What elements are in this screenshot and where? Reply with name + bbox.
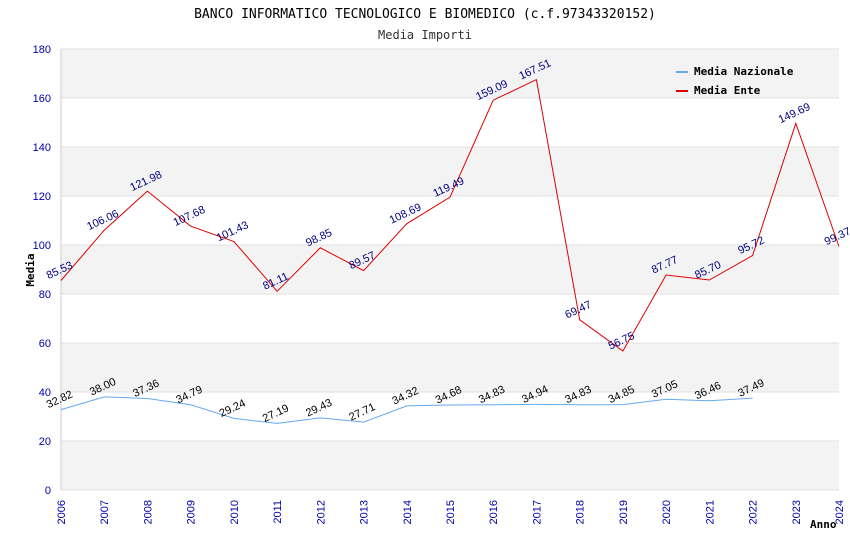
x-tick-label: 2023 (791, 500, 803, 524)
x-tick-label: 2020 (661, 500, 673, 524)
x-tick-label: 2014 (402, 500, 414, 524)
grid-band (61, 49, 839, 98)
y-tick-label: 140 (33, 142, 51, 154)
x-tick-label: 2024 (834, 500, 846, 524)
series-lines (60, 78, 840, 424)
x-axis-ticks: 2006 2007 2008 2009 2010 2011 2012 2013 2014 2015… (56, 500, 846, 524)
legend-entry: Media Ente (694, 84, 761, 97)
y-tick-label: 100 (33, 240, 51, 252)
x-tick-label: 2013 (359, 500, 371, 524)
data-label: 29.43 (304, 397, 334, 420)
data-label: 106.06 (85, 208, 121, 233)
x-tick-label: 2018 (575, 500, 587, 524)
data-label: 27.71 (347, 401, 377, 424)
x-tick-label: 2019 (618, 500, 630, 524)
x-tick-label: 2007 (99, 500, 111, 524)
x-tick-label: 2022 (748, 500, 760, 524)
data-label: 108.69 (388, 201, 424, 226)
data-label: 27.19 (261, 402, 291, 425)
y-tick-label: 180 (33, 44, 51, 56)
grid-band (61, 441, 839, 490)
y-tick-label: 40 (39, 387, 51, 399)
y-tick-label: 160 (33, 93, 51, 105)
grid-band (61, 147, 839, 196)
x-tick-label: 2006 (56, 500, 68, 524)
data-label: 149.69 (777, 101, 813, 126)
y-axis-label: Media (24, 253, 37, 286)
x-axis-label: Anno (810, 518, 837, 531)
x-tick-label: 2021 (704, 500, 716, 524)
y-tick-label: 20 (39, 436, 51, 448)
grid-band (61, 343, 839, 392)
y-tick-label: 0 (45, 485, 51, 497)
data-label: 69.47 (563, 299, 593, 322)
x-tick-label: 2008 (142, 500, 154, 524)
x-tick-label: 2009 (186, 500, 198, 524)
series-line-nazionale (60, 396, 753, 424)
x-tick-label: 2011 (272, 500, 284, 524)
y-tick-label: 80 (39, 289, 51, 301)
x-tick-label: 2010 (229, 500, 241, 524)
x-tick-label: 2012 (315, 500, 327, 524)
x-tick-label: 2017 (531, 500, 543, 524)
y-tick-label: 120 (33, 191, 51, 203)
grid-bands (61, 49, 839, 490)
legend-entry: Media Nazionale (694, 65, 794, 78)
grid-band (61, 245, 839, 294)
x-tick-label: 2016 (488, 500, 500, 524)
x-tick-label: 2015 (445, 500, 457, 524)
series-line-ente (60, 78, 840, 352)
y-tick-label: 60 (39, 338, 51, 350)
chart-subtitle: Media Importi (378, 28, 472, 42)
legend: Media Nazionale Media Ente (676, 65, 794, 97)
chart-title: BANCO INFORMATICO TECNOLOGICO E BIOMEDIC… (194, 7, 656, 22)
y-axis-ticks: 0 20 40 60 80 100 120 140 160 180 (33, 44, 51, 497)
data-label: 29.24 (218, 397, 248, 420)
